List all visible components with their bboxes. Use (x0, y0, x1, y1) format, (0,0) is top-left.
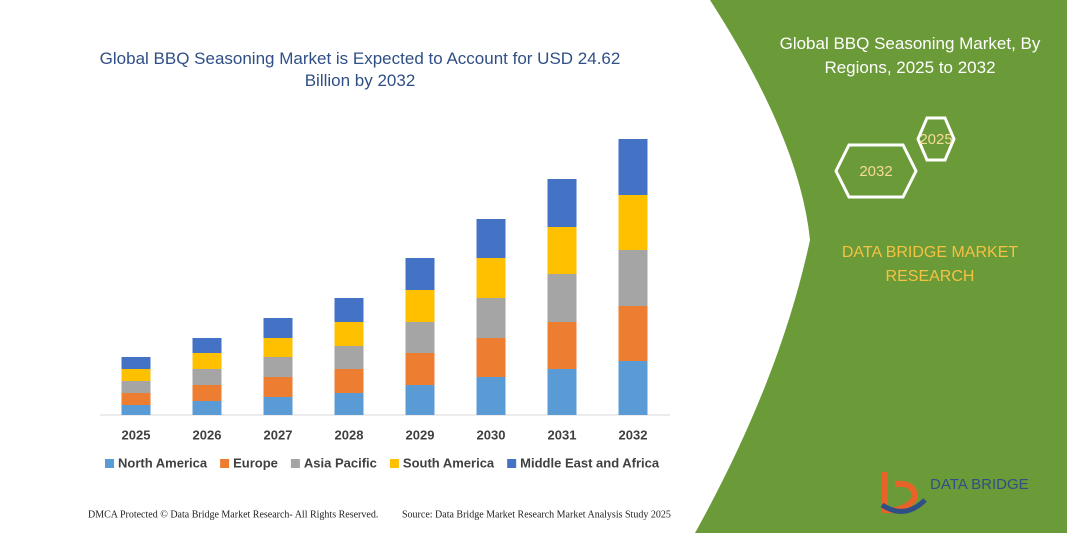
bar-segment (334, 369, 364, 393)
bar-segment (476, 298, 506, 338)
x-tick-label: 2026 (193, 427, 222, 442)
legend-label: South America (403, 455, 495, 470)
x-tick-label: 2027 (264, 427, 293, 442)
green-panel (695, 0, 1067, 533)
legend-swatch (220, 459, 230, 468)
footer-left: DMCA Protected © Data Bridge Market Rese… (88, 509, 378, 520)
logo-icon (880, 498, 927, 514)
bar-segment (405, 290, 435, 322)
x-tick-label: 2032 (619, 427, 648, 442)
bar-segment (405, 322, 435, 353)
bar-segment (547, 322, 577, 369)
bar-segment (547, 179, 577, 227)
legend-label: Middle East and Africa (520, 455, 660, 470)
panel-title: Global BBQ Seasoning Market, By Regions, … (780, 34, 1041, 77)
bar-segment (263, 377, 293, 397)
footer-right: Source: Data Bridge Market Research Mark… (402, 509, 671, 520)
legend-swatch (105, 459, 114, 468)
bar-segment (121, 369, 151, 381)
bar-segment (263, 397, 293, 415)
bar-segment (192, 385, 222, 401)
bar-segment (334, 298, 364, 322)
legend-label: North America (118, 455, 208, 470)
bar-segment (476, 258, 506, 298)
bar-segment (263, 357, 293, 377)
bar-segment (405, 258, 435, 290)
bar-segment (476, 377, 506, 415)
hexagon (916, 116, 956, 162)
legend-label: Asia Pacific (304, 455, 377, 470)
hexagon-label: 2025 (919, 131, 952, 148)
bar-segment (334, 346, 364, 369)
bar-segment (618, 306, 648, 361)
bar-segment (405, 385, 435, 415)
logo: DATA BRIDGE (880, 472, 1029, 514)
logo-text: DATA BRIDGE (930, 476, 1029, 493)
hexagon (834, 143, 918, 199)
legend-swatch (290, 459, 300, 468)
bar-segment (547, 227, 577, 274)
title-line: Global BBQ Seasoning Market is Expected … (100, 49, 621, 68)
bar-segment (334, 322, 364, 346)
x-tick-label: 2025 (122, 427, 151, 442)
bar-segment (263, 318, 293, 338)
bar-segment (121, 381, 151, 393)
hexagon-label: 2032 (859, 163, 892, 180)
bar-segment (476, 338, 506, 377)
brand-text: DATA BRIDGE MARKET RESEARCH (842, 244, 1019, 285)
chart-title: Global BBQ Seasoning Market is Expected … (100, 49, 621, 90)
x-tick-label: 2031 (548, 427, 577, 442)
bar-segment (121, 405, 151, 415)
bar-segment (547, 369, 577, 415)
bar-segment (263, 338, 293, 357)
legend-label: Europe (233, 455, 278, 470)
bar-segment (121, 393, 151, 405)
bar-segment (192, 338, 222, 353)
x-tick-label: 2029 (406, 427, 435, 442)
bar-segment (618, 250, 648, 306)
bar-segment (618, 195, 648, 250)
bar-segment (618, 139, 648, 195)
legend-swatch (389, 459, 399, 468)
bar-segment (192, 369, 222, 385)
x-tick-label: 2028 (335, 427, 364, 442)
bar-segment (547, 274, 577, 322)
legend-swatch (507, 459, 517, 468)
title-line: Billion by 2032 (305, 71, 416, 90)
bar-segment (476, 219, 506, 258)
bar-segment (192, 401, 222, 415)
bar-segment (405, 353, 435, 385)
bar-segment (618, 361, 648, 415)
x-tick-label: 2030 (477, 427, 506, 442)
bar-segment (192, 353, 222, 369)
bar-segment (334, 393, 364, 415)
bar-segment (121, 357, 151, 369)
